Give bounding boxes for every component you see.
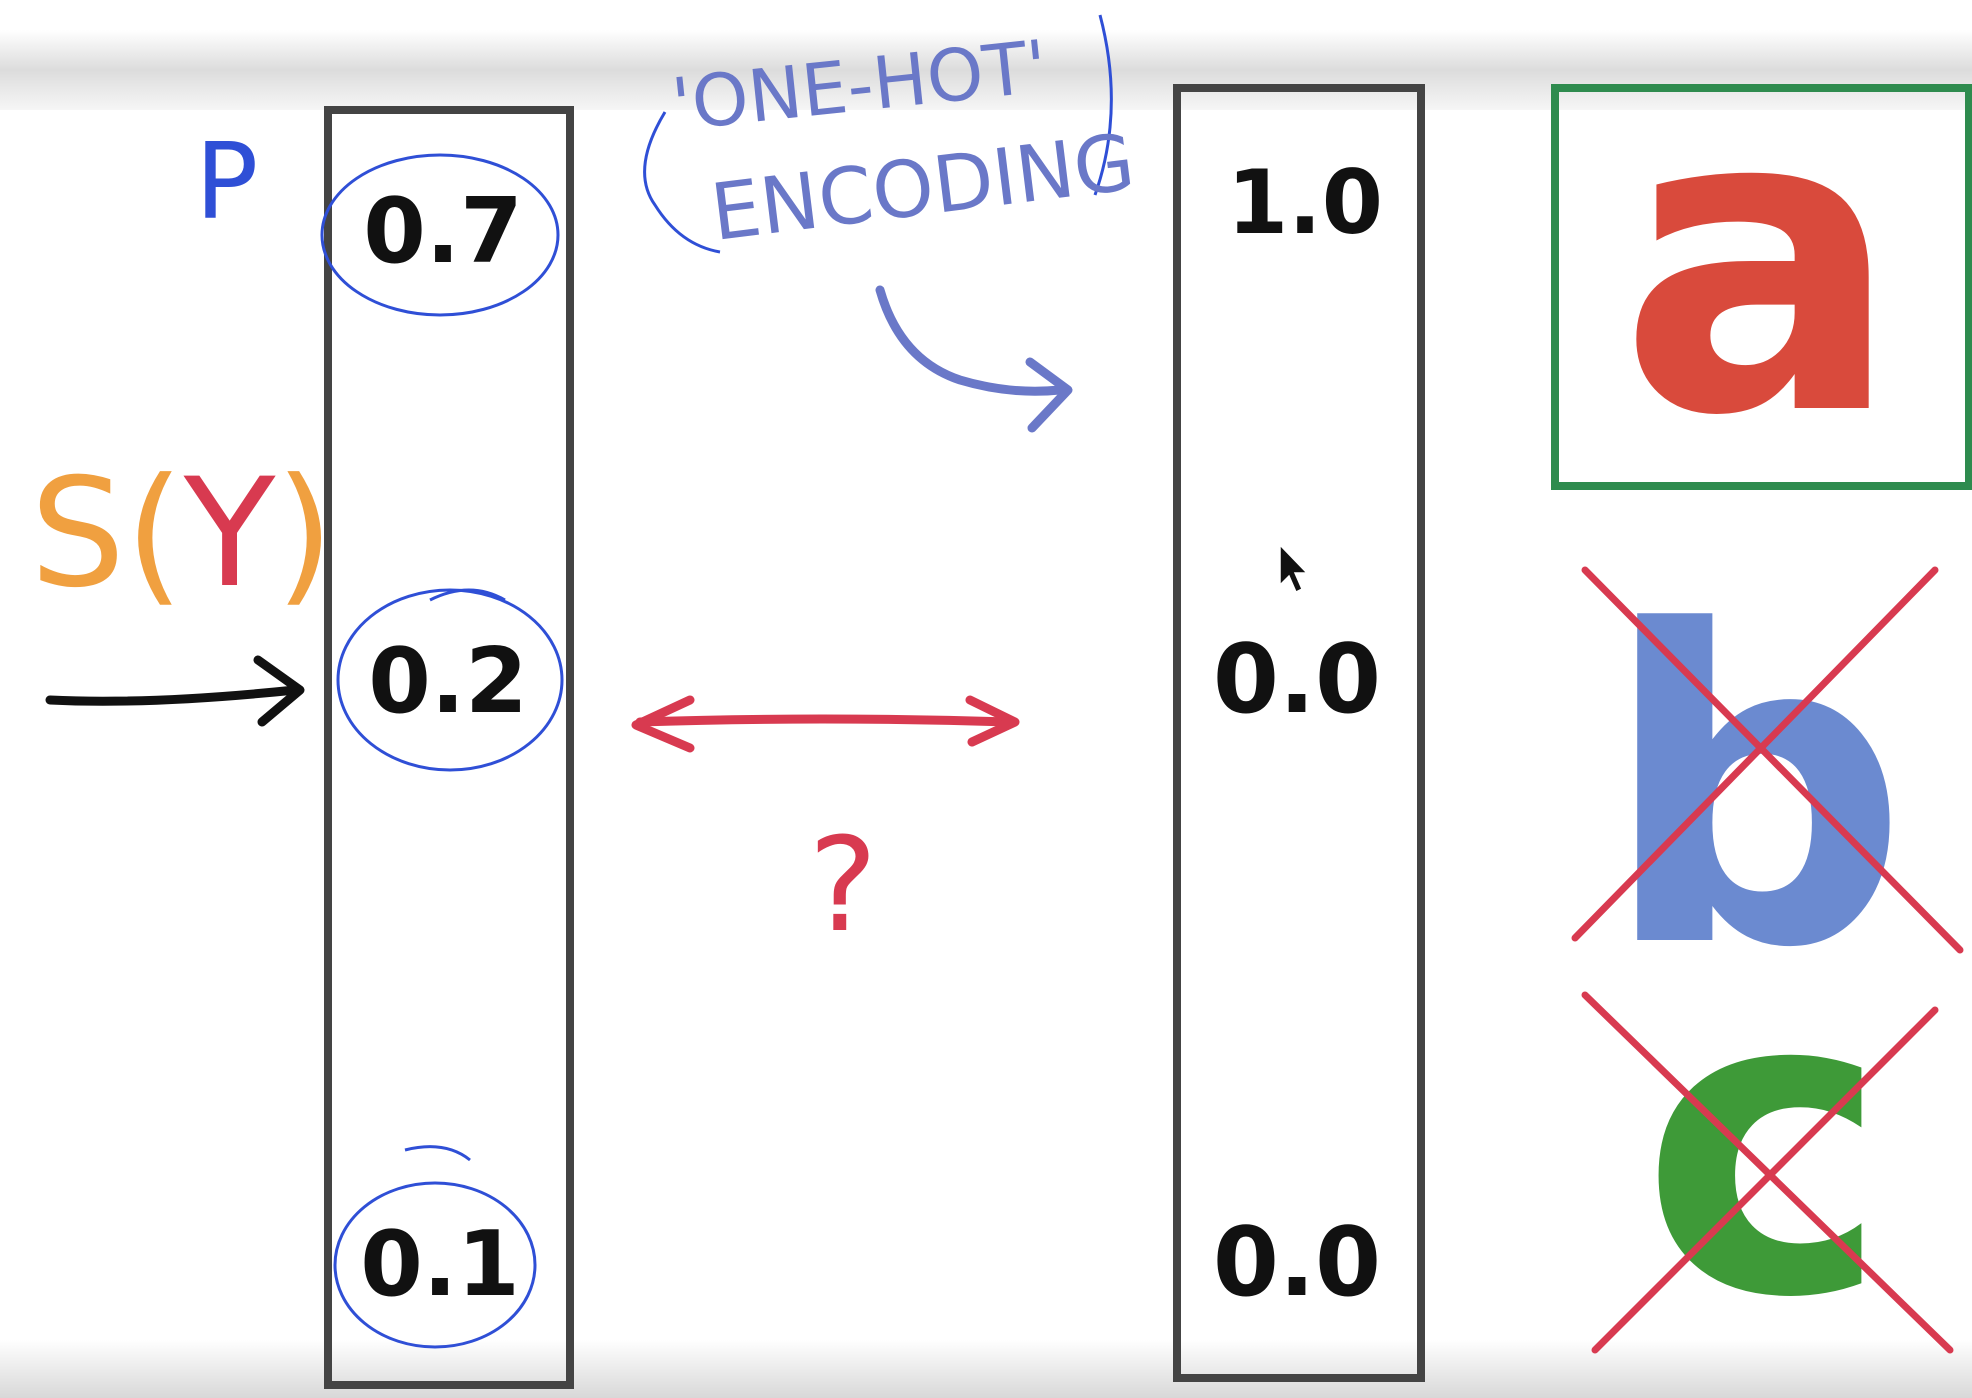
score-s: S: [30, 447, 125, 621]
onehot-bracket-right: [1093, 14, 1113, 196]
onehot-value-2: 0.0: [1213, 625, 1381, 735]
score-open-paren: (: [125, 447, 184, 621]
label-p: P: [195, 121, 258, 243]
letter-b: b: [1601, 542, 1909, 1042]
letter-c: c: [1641, 901, 1890, 1390]
onehot-label-line2: ENCODING: [706, 118, 1139, 259]
onehot-value-1: 1.0: [1227, 151, 1383, 254]
input-arrow: [45, 655, 305, 727]
onehot-bracket-left: [643, 111, 721, 254]
onehot-column: [1173, 84, 1425, 1382]
circle-prob-2-tail: [429, 588, 506, 602]
question-mark: ?: [809, 809, 878, 961]
prob-value-3: 0.1: [360, 1212, 519, 1317]
cross-c: [1581, 991, 1954, 1354]
letter-a: a: [1618, 19, 1901, 508]
onehot-value-3: 0.0: [1213, 1208, 1381, 1318]
top-shade-bar: [0, 30, 1972, 110]
circle-prob-3-tail: [404, 1145, 471, 1162]
compare-arrow: [631, 695, 1020, 753]
prob-value-2: 0.2: [368, 629, 527, 734]
circle-prob-1: [320, 153, 560, 317]
probability-column: [324, 106, 574, 1389]
cross-b: [1571, 566, 1964, 954]
score-y: Y: [183, 447, 276, 621]
score-label: S(Y): [30, 447, 334, 621]
circle-prob-2: [336, 588, 564, 772]
correct-class-frame: [1551, 84, 1972, 490]
prob-value-1: 0.7: [363, 179, 522, 284]
circle-prob-3: [333, 1181, 537, 1349]
mouse-cursor: [1279, 543, 1309, 594]
onehot-arrow: [875, 285, 1073, 433]
